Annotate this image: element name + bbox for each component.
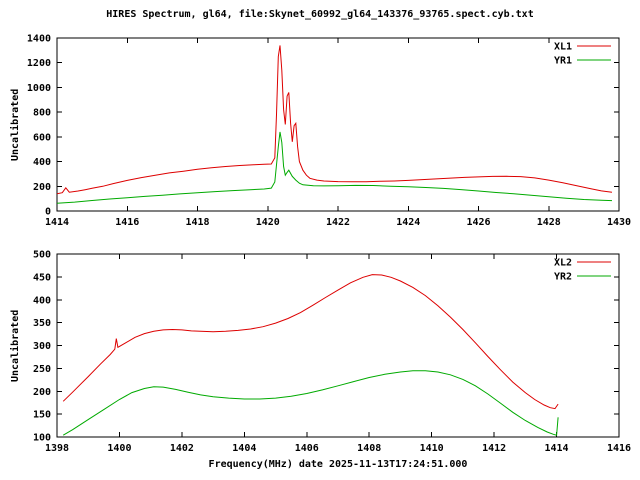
plot-border [56, 37, 620, 212]
x-tick-label: 1410 [420, 443, 444, 454]
x-tick-label: 1414 [45, 217, 69, 228]
y-tick-label: 1000 [27, 83, 51, 94]
legend-label-YR2: YR2 [554, 272, 572, 283]
x-tick-label: 1414 [545, 443, 569, 454]
legend-label-YR1: YR1 [554, 56, 572, 67]
y-tick-label: 350 [33, 318, 51, 329]
x-tick-label: 1404 [232, 443, 256, 454]
y-tick-label: 600 [33, 132, 51, 143]
x-tick-label: 1430 [607, 217, 631, 228]
legend-label-XL2: XL2 [554, 258, 572, 269]
y-tick-label: 250 [33, 364, 51, 375]
y-tick-label: 1400 [27, 34, 51, 45]
y-tick-label: 0 [45, 207, 51, 218]
x-tick-label: 1428 [537, 217, 561, 228]
x-tick-label: 1406 [295, 443, 319, 454]
series-line-XL1 [56, 45, 613, 195]
y-tick-label: 100 [33, 433, 51, 444]
x-tick-label: 1420 [256, 217, 280, 228]
y-tick-label: 200 [33, 182, 51, 193]
x-tick-label: 1418 [185, 217, 209, 228]
x-tick-label: 1426 [466, 217, 490, 228]
y-tick-label: 400 [33, 157, 51, 168]
y-tick-label: 300 [33, 341, 51, 352]
y-tick-label: 450 [33, 272, 51, 283]
plot-title: HIRES Spectrum, gl64, file:Skynet_60992_… [106, 9, 534, 20]
x-tick-label: 1422 [326, 217, 350, 228]
y-tick-label: 800 [33, 108, 51, 119]
x-tick-label: 1424 [396, 217, 420, 228]
legend-label-XL1: XL1 [554, 42, 572, 53]
plot-border [56, 253, 620, 438]
x-tick-label: 1416 [115, 217, 139, 228]
x-tick-label: 1412 [482, 443, 506, 454]
x-tick-label: 1402 [170, 443, 194, 454]
y-tick-label: 1200 [27, 58, 51, 69]
x-tick-label: 1416 [607, 443, 631, 454]
series-line-YR2 [62, 370, 559, 436]
y-tick-label: 500 [33, 250, 51, 261]
x-tick-label: 1398 [45, 443, 69, 454]
series-line-XL2 [62, 274, 559, 410]
y-tick-label: 400 [33, 295, 51, 306]
series-line-YR1 [56, 131, 613, 204]
y-tick-label: 150 [33, 410, 51, 421]
y-tick-label: 200 [33, 387, 51, 398]
x-tick-label: 1408 [357, 443, 381, 454]
x-axis-label: Frequency(MHz) date 2025-11-13T17:24:51.… [208, 459, 468, 470]
x-tick-label: 1400 [107, 443, 131, 454]
